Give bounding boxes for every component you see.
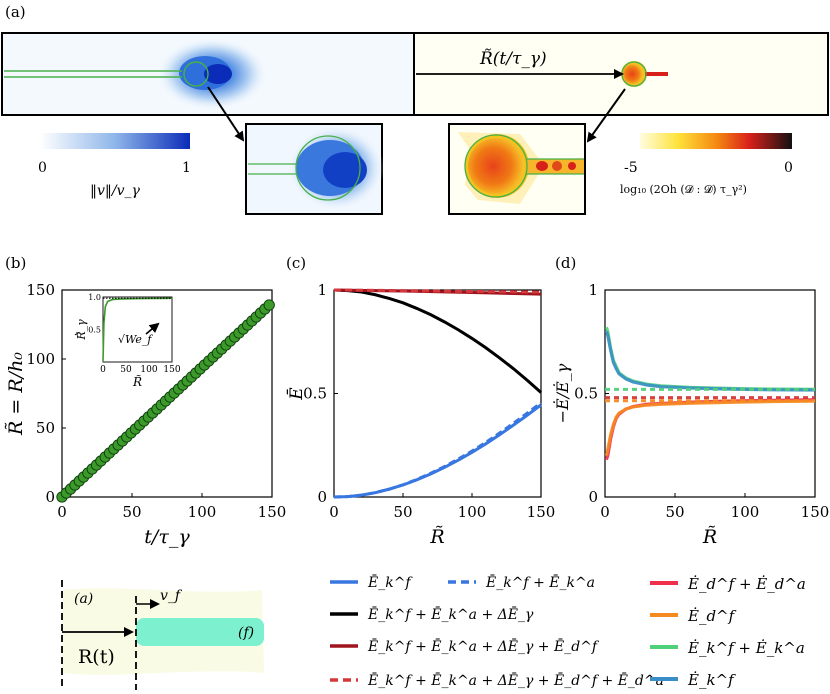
y-tick-label: 150 — [26, 281, 55, 299]
growth-arrow-label: R̃(t/τ_γ) — [479, 49, 547, 69]
y-tick-label: 1 — [317, 281, 327, 299]
y-tick-label: 0 — [317, 488, 327, 506]
chart-d: (d) 0 50 100 150 0 0.5 1 R̃ −Ė/Ė_γ — [552, 254, 829, 548]
axes-frame — [333, 289, 542, 498]
panel-a-label: (a) — [5, 3, 26, 21]
colorbar-velocity: 0 1 ‖v‖/v_γ — [38, 133, 191, 199]
axes-frame — [61, 289, 273, 498]
x-axis-label: R̃ — [429, 526, 444, 548]
y-tick-label: 50 — [36, 419, 55, 437]
zoom-left — [245, 123, 384, 215]
y-axis-label: −Ė/Ė_γ — [552, 363, 572, 423]
panel-label-c: (c) — [286, 254, 306, 272]
series-line — [333, 288, 542, 294]
y-tick-label: 1 — [588, 281, 598, 299]
inset-arrow — [145, 322, 160, 335]
sketch-position-label: R(t) — [78, 646, 115, 668]
inset-frame — [102, 296, 173, 363]
inset-y-tick-label: 1.0 — [88, 293, 101, 302]
panel-label-d: (d) — [555, 254, 576, 272]
zoom-arrow-left — [207, 86, 245, 142]
legend-c-text: Ē_k^f + Ē_k^a + ΔĒ_γ + Ē_d^f — [367, 637, 600, 655]
x-tick-label: 100 — [458, 503, 487, 521]
x-tick-label: 150 — [527, 503, 556, 521]
zoom-right — [448, 123, 586, 215]
x-tick-label: 50 — [122, 503, 141, 521]
x-tick-label: 0 — [57, 503, 67, 521]
bubble-rim — [183, 61, 209, 87]
y-tick-label: 100 — [26, 350, 55, 368]
legend-d-text: Ė_k^f — [687, 671, 736, 689]
colorbar-velocity-label: ‖v‖/v_γ — [90, 183, 141, 199]
x-tick-label: 150 — [258, 503, 287, 521]
y-axis-label: R̃ = R/h₀ — [5, 352, 27, 436]
x-tick-label: 0 — [600, 503, 610, 521]
colorbar-dissipation-min: -5 — [624, 160, 638, 176]
panel-label-b: (b) — [5, 254, 26, 272]
legend-c: Ē_k^f Ē_k^f + Ē_k^a Ē_k^f + Ē_k^a + ΔĒ_γ Ē_… — [330, 573, 664, 689]
inset-x-tick-label: 50 — [120, 365, 132, 375]
chart-b: (b) 0 50 100 150 0 50 100 150 t/τ_γ R̃ = R/h₀ 0 50 10… — [5, 254, 287, 548]
y-tick-label: 0 — [45, 488, 55, 506]
x-tick-label: 0 — [329, 503, 339, 521]
zoom-arrow-right — [586, 88, 626, 143]
inset-x-tick-label: 0 — [100, 365, 106, 375]
y-tick-label: 0 — [588, 488, 598, 506]
colorbar-dissipation: -5 0 log₁₀ (2Oh (𝓓 : 𝓓) τ_γ²) — [620, 133, 793, 196]
legend-d: Ė_d^f + Ė_d^a Ė_d^f Ė_k^f + Ė_k^a Ė_k^f — [650, 575, 806, 689]
inset-y-label: Ṙ̃_γ — [74, 319, 88, 341]
legend-c-text: Ē_k^f + Ē_k^a + ΔĒ_γ + Ē_d^f + Ē_d^a — [367, 671, 664, 689]
legend-d-text: Ė_d^f — [687, 607, 737, 625]
data-point — [263, 299, 275, 311]
colorbar-dissipation-label: log₁₀ (2Oh (𝓓 : 𝓓) τ_γ²) — [620, 183, 747, 196]
y-tick-label: 0.5 — [303, 385, 327, 403]
series-line — [333, 288, 542, 394]
inset: 0 50 100 150 0.5 1.0 R̃ Ṙ̃_γ √We_f — [74, 293, 181, 389]
x-tick-label: 100 — [188, 503, 217, 521]
x-tick-label: 100 — [731, 503, 760, 521]
legend-c-text: Ē_k^f + Ē_k^a + ΔĒ_γ — [367, 605, 534, 623]
x-tick-label: 50 — [665, 503, 684, 521]
series-line — [333, 403, 542, 499]
legend-c-text: Ē_k^f — [367, 573, 413, 591]
axes-frame — [604, 289, 816, 498]
series-line — [604, 326, 816, 391]
series-line — [333, 401, 542, 499]
colorbar-velocity-min: 0 — [38, 160, 47, 176]
x-tick-label: 50 — [393, 503, 412, 521]
inset-annotation: √We_f — [118, 333, 153, 346]
legend-c-text: Ē_k^f + Ē_k^a — [485, 573, 595, 591]
y-axis-label: Ē — [286, 387, 307, 401]
inset-x-label: R̃ — [132, 374, 142, 389]
sketch-velocity-label: v_f — [160, 588, 183, 604]
inset-y-tick-label: 0.5 — [88, 326, 101, 335]
sketch-air-label: (a) — [74, 591, 93, 607]
chart-c: (c) 0 50 100 150 0 0.5 1 R̃ Ē — [286, 254, 555, 548]
inset-x-tick-label: 150 — [163, 365, 180, 375]
series-line — [604, 398, 816, 461]
inset-x-tick-label: 100 — [140, 365, 157, 375]
legend-d-text: Ė_d^f + Ė_d^a — [687, 575, 806, 593]
x-tick-label: 150 — [801, 503, 830, 521]
legend-d-text: Ė_k^f + Ė_k^a — [687, 639, 805, 657]
series-line — [604, 399, 816, 456]
sketch-panel: (a) (f) v_f R(t) — [61, 580, 264, 690]
colorbar-dissipation-max: 0 — [784, 160, 793, 176]
simulation-left — [1, 32, 415, 116]
y-tick-label: 0.5 — [574, 385, 598, 403]
x-axis-label: R̃ — [702, 526, 717, 548]
colorbar-velocity-max: 1 — [182, 160, 191, 176]
sketch-film-label: (f) — [238, 625, 254, 641]
x-axis-label: t/τ_γ — [144, 526, 190, 548]
